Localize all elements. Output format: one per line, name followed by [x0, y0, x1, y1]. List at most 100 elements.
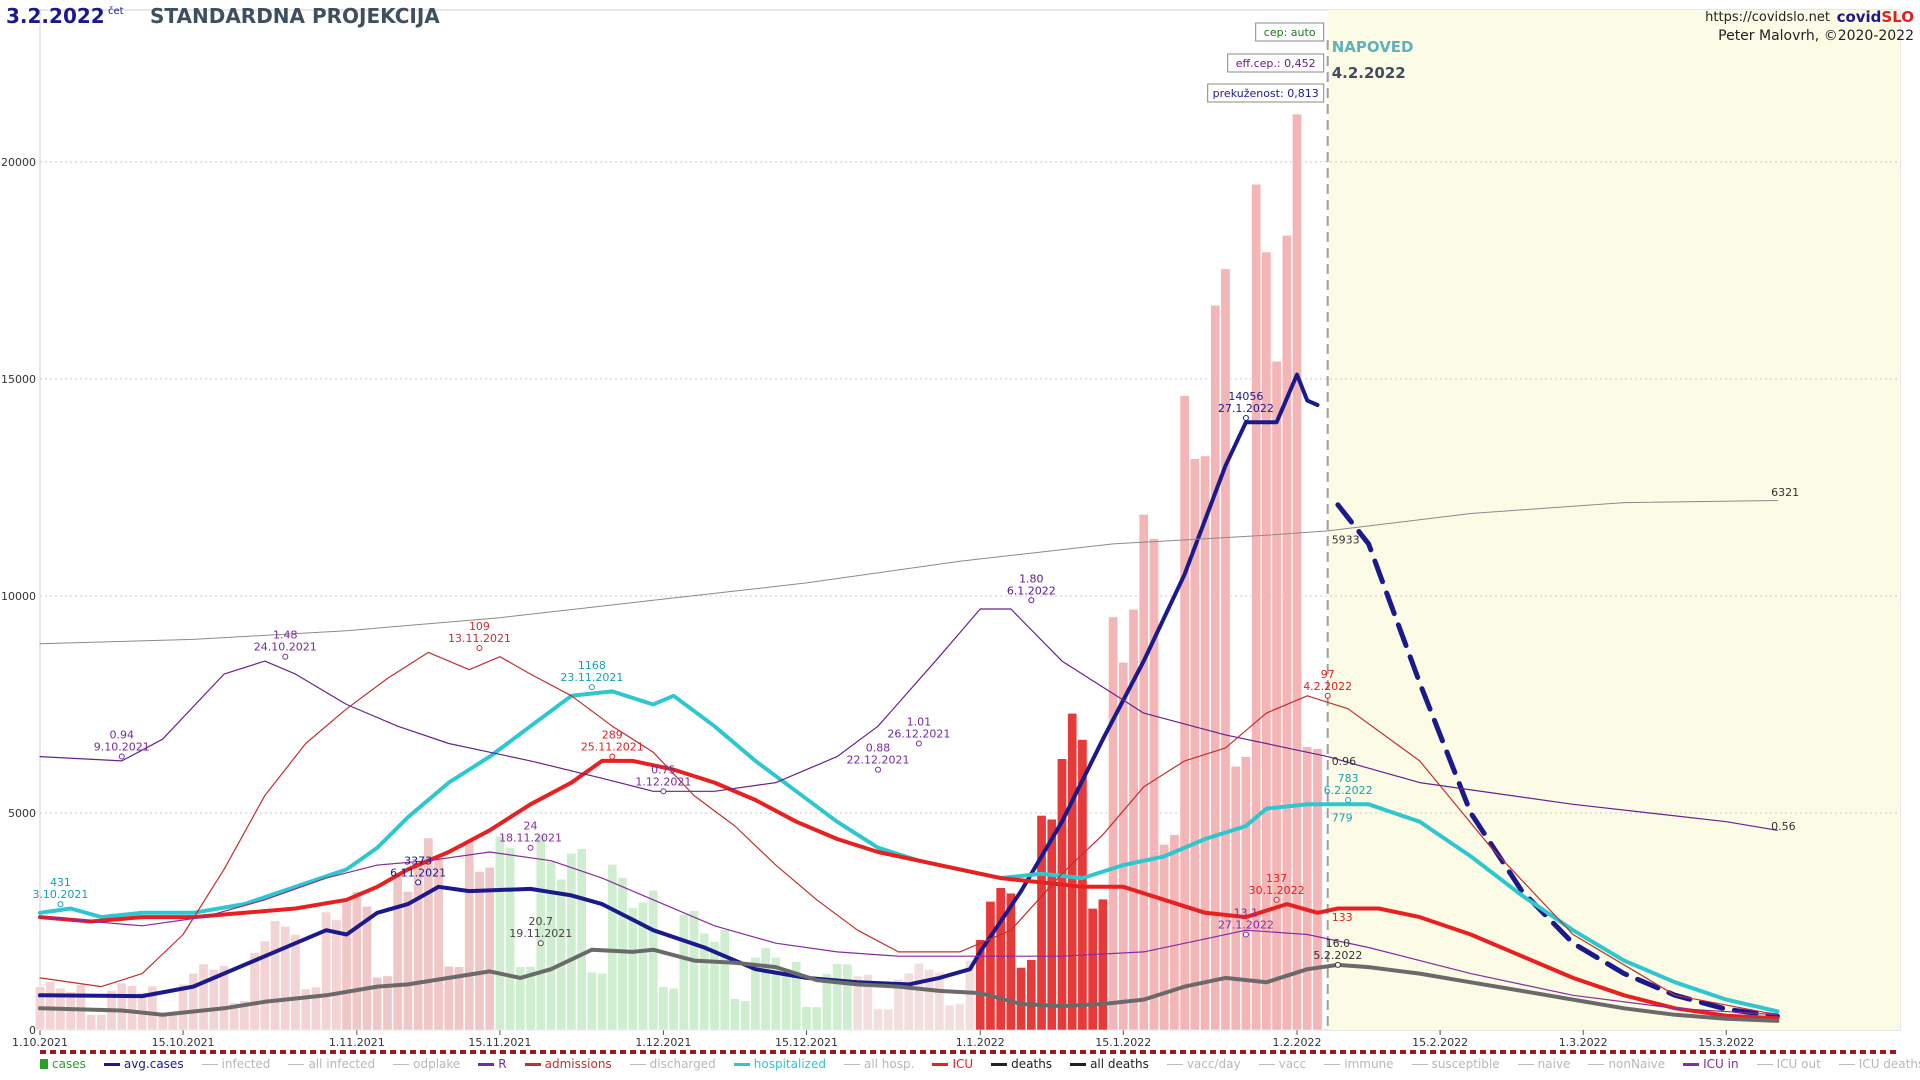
case-bar — [423, 837, 434, 1031]
legend-item-nonnaive[interactable]: nonNaive — [1588, 1057, 1665, 1071]
case-bar — [403, 891, 413, 1031]
annotation-marker — [476, 645, 483, 652]
series-line-all-deaths — [38, 947, 1780, 1023]
legend-item-avg-cases[interactable]: avg.cases — [103, 1057, 184, 1071]
legend-item-all-infected[interactable]: all infected — [288, 1057, 375, 1071]
legend-label: cases — [52, 1057, 86, 1071]
annotation-date: 6.1.2022 — [1007, 584, 1056, 597]
case-bar — [566, 853, 577, 1031]
legend-swatch — [393, 1063, 410, 1065]
annotation-value: 20.7 — [529, 915, 554, 928]
annotation-marker — [915, 740, 922, 747]
case-bar — [638, 902, 648, 1031]
legend-item-icu-in[interactable]: ICU in — [1683, 1057, 1739, 1071]
legend-swatch — [1683, 1062, 1700, 1066]
legend-swatch — [1588, 1063, 1605, 1065]
annotation-marker — [588, 684, 595, 691]
annotation-value: 3373 — [404, 854, 432, 867]
legend-swatch — [1756, 1063, 1773, 1065]
forecast-region — [1327, 10, 1900, 1030]
case-bar — [576, 848, 587, 1031]
legend-swatch — [40, 1059, 48, 1069]
legend-item-icu-deaths[interactable]: ICU deaths — [1838, 1057, 1920, 1071]
legend-swatch — [288, 1063, 305, 1065]
y-tick-label: 15000 — [1, 373, 36, 386]
case-bar — [760, 947, 771, 1031]
x-tick-label: 15.3.2022 — [1698, 1036, 1754, 1049]
annotation-date: 1.12.2021 — [635, 775, 691, 788]
legend-label: ICU in — [1703, 1057, 1739, 1071]
annotation-marker — [660, 788, 667, 795]
legend-item-susceptible[interactable]: susceptible — [1411, 1057, 1500, 1071]
case-bar — [382, 975, 393, 1031]
case-bar — [781, 968, 791, 1031]
annotation-marker — [415, 879, 422, 886]
case-bar — [965, 960, 975, 1031]
legend-swatch — [629, 1063, 646, 1065]
annotation-marker — [609, 753, 616, 760]
legend-item-hospitalized[interactable]: hospitalized — [733, 1057, 826, 1071]
annotation-date: 19.11.2021 — [509, 927, 572, 940]
legend-item-vacc-day[interactable]: vacc/day — [1166, 1057, 1241, 1071]
annotation-value: 431 — [50, 876, 71, 889]
legend-item-all-hosp-[interactable]: all hosp. — [843, 1057, 914, 1071]
case-bar — [750, 957, 761, 1031]
legend-label: ICU — [952, 1057, 974, 1071]
case-bar — [413, 863, 423, 1031]
case-bar — [1016, 967, 1026, 1031]
side-label: 6321 — [1771, 486, 1799, 499]
case-bar — [607, 864, 618, 1031]
case-bar — [934, 971, 945, 1031]
legend-swatch — [1324, 1063, 1341, 1065]
legend-swatch — [733, 1062, 750, 1066]
legend-item-icu[interactable]: ICU — [932, 1057, 973, 1071]
forecast-param-box — [1227, 53, 1325, 73]
case-bar — [188, 973, 199, 1031]
annotation-value: 783 — [1338, 772, 1359, 785]
case-bar — [862, 974, 873, 1031]
y-tick-label: 10000 — [1, 590, 36, 603]
legend-item-infected[interactable]: infected — [201, 1057, 270, 1071]
case-bar — [801, 1006, 812, 1031]
case-bar — [1118, 662, 1129, 1031]
legend-item-icu-out[interactable]: ICU out — [1756, 1057, 1821, 1071]
annotation-date: 6.2.2022 — [1324, 784, 1373, 797]
case-bar — [147, 985, 158, 1031]
legend-item-discharged[interactable]: discharged — [629, 1057, 716, 1071]
legend-swatch — [1411, 1063, 1428, 1065]
case-bar — [311, 986, 321, 1031]
legend-label: immune — [1344, 1057, 1394, 1071]
case-bar — [229, 1002, 240, 1031]
annotation-value: 0.75 — [651, 763, 676, 776]
legend-item-cases[interactable]: cases — [40, 1057, 86, 1071]
case-bar — [239, 1000, 250, 1031]
annotation-date: 27.1.2022 — [1218, 919, 1274, 932]
annotation-date: 27.1.2022 — [1218, 402, 1274, 415]
site-url-link[interactable]: https://covidslo.net — [1705, 10, 1830, 25]
annotation-date: 25.11.2021 — [581, 741, 644, 754]
case-bar — [975, 939, 986, 1031]
case-bar — [1302, 746, 1313, 1031]
legend-label: vacc — [1278, 1057, 1307, 1071]
legend-item-r[interactable]: R — [478, 1057, 507, 1071]
legend-item-naive[interactable]: naive — [1517, 1057, 1571, 1071]
annotation-marker — [1242, 415, 1249, 421]
legend-item-deaths[interactable]: deaths — [991, 1057, 1052, 1071]
case-bar — [893, 979, 904, 1031]
case-bar — [627, 907, 638, 1031]
x-tick-label: 15.10.2021 — [152, 1036, 215, 1049]
legend-item-admissions[interactable]: admissions — [524, 1057, 612, 1071]
legend-item-all-deaths[interactable]: all deaths — [1070, 1057, 1149, 1071]
legend-label: naive — [1537, 1057, 1571, 1071]
case-bar — [648, 890, 659, 1031]
y-tick-label: 0 — [29, 1024, 36, 1037]
legend-item-odplake[interactable]: odplake — [393, 1057, 460, 1071]
case-bar — [300, 988, 311, 1031]
case-bar — [1200, 455, 1210, 1031]
legend-item-immune[interactable]: immune — [1324, 1057, 1394, 1071]
legend-item-vacc[interactable]: vacc — [1258, 1057, 1307, 1071]
legend-label: avg.cases — [123, 1057, 184, 1071]
case-bar — [1261, 251, 1272, 1031]
annotation-value: 13.1 — [1234, 907, 1259, 920]
